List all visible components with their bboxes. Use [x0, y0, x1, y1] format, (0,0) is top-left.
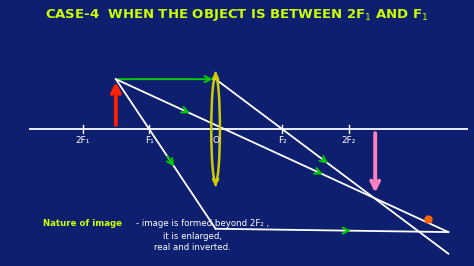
Text: O: O — [212, 136, 219, 145]
Text: it is enlarged,: it is enlarged, — [163, 232, 222, 241]
Text: 2F₂: 2F₂ — [341, 136, 356, 145]
Text: - image is formed beyond 2F₂ ,: - image is formed beyond 2F₂ , — [136, 219, 269, 228]
Text: $\bf{CASE}$-$\bf{4}$  WHEN THE OBJECT IS BETWEEN 2F$_1$ AND F$_1$: $\bf{CASE}$-$\bf{4}$ WHEN THE OBJECT IS … — [45, 7, 429, 23]
Text: real and inverted.: real and inverted. — [154, 243, 231, 252]
Text: F₁: F₁ — [145, 136, 154, 145]
Text: F₂: F₂ — [278, 136, 286, 145]
Text: Nature of image: Nature of image — [43, 219, 122, 228]
Text: 2F₁: 2F₁ — [75, 136, 90, 145]
